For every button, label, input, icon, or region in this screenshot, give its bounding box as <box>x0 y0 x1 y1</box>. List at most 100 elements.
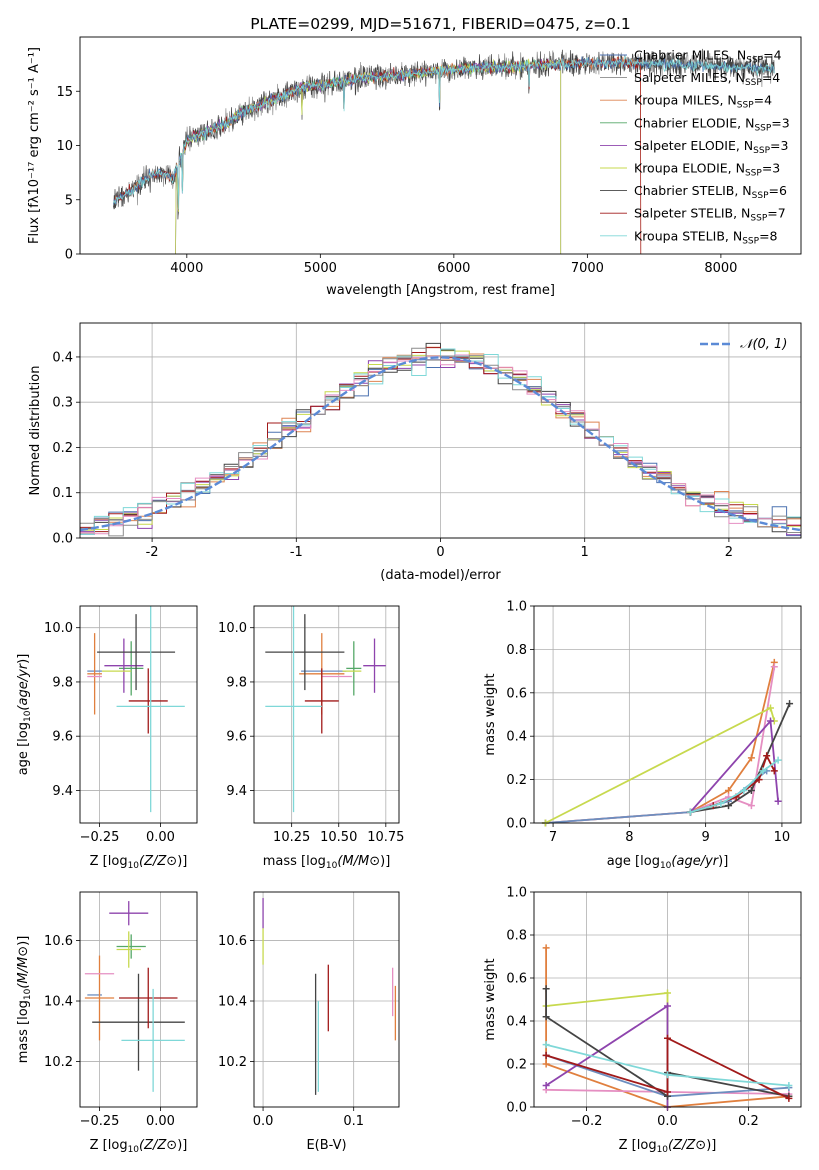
axes-frame <box>533 605 802 824</box>
legend-entry: Kroupa MILES, NSSP=4 <box>634 93 772 111</box>
spectrum-line <box>113 55 775 210</box>
normal-curve <box>80 356 801 532</box>
x-tick-label: 10.50 <box>320 830 357 845</box>
y-tick-label: 5 <box>65 193 73 208</box>
label-italic: (age/yr <box>16 662 31 710</box>
spectrum-line <box>175 58 562 254</box>
y-tick-label: 10 <box>56 139 73 154</box>
label-italic: (M/M <box>16 957 31 989</box>
legend-entry: 𝒩(0, 1) <box>740 337 787 352</box>
y-tick-label: 1.0 <box>506 600 527 615</box>
weight-marker <box>542 985 550 993</box>
label-italic: (Z/Z <box>139 854 167 869</box>
label-part: mass [log <box>16 1000 31 1063</box>
x-tick-label: −0.25 <box>80 830 120 845</box>
weight-marker <box>542 1013 550 1021</box>
label-part: Z [log <box>619 1138 657 1153</box>
x-tick-label: 0.00 <box>146 830 175 845</box>
x-tick-label: 4000 <box>170 261 203 276</box>
label-italic: (Z/Z <box>139 1138 167 1153</box>
legend-sub: SSP <box>754 123 771 133</box>
label-part: age [log <box>607 854 660 869</box>
weight-marker <box>766 717 774 725</box>
panel-spectrum: 4000 5000 6000 7000 8000 0 5 10 15 PLATE=0299, MJ… <box>27 15 802 298</box>
weight-marker <box>725 786 733 794</box>
weight-marker <box>759 767 767 775</box>
weight-marker <box>542 1041 550 1049</box>
legend-sub: SSP <box>745 169 762 179</box>
y-tick-label: 0.4 <box>52 350 73 365</box>
x-tick-label: 8000 <box>704 261 737 276</box>
weight-line <box>545 1036 790 1100</box>
x-axis-label: wavelength [Angstrom, rest frame] <box>326 283 555 298</box>
axes-frame <box>79 605 198 824</box>
y-tick-label: 10.6 <box>44 934 73 949</box>
x-tick-label: 0.2 <box>738 1114 759 1129</box>
y-tick-label: 0.0 <box>506 1101 527 1116</box>
y-tick-label: 10.4 <box>218 995 247 1010</box>
y-tick-label: 0.2 <box>506 1058 527 1073</box>
legend-rest: =7 <box>767 206 785 221</box>
weight-marker <box>542 1051 550 1059</box>
y-tick-label: 9.8 <box>226 675 247 690</box>
x-tick-label: 7000 <box>571 261 604 276</box>
panel-age-vs-Z: −0.25 0.009.49.69.810.0Z [log10(Z/Z⊙)]age… <box>16 605 198 871</box>
y-tick-label: 9.8 <box>52 675 73 690</box>
x-tick-label: 0.0 <box>657 1114 678 1129</box>
weight-line <box>544 706 776 824</box>
y-tick-label: 10.4 <box>44 995 73 1010</box>
x-tick-label: 0 <box>436 545 444 560</box>
axis-label: Z [log10(Z/Z⊙)] <box>90 1138 188 1155</box>
label-part: )] <box>16 654 31 664</box>
legend-entry: Kroupa STELIB, NSSP=8 <box>634 228 778 246</box>
x-tick-label: 8 <box>625 830 633 845</box>
y-tick-label: 10.2 <box>218 1055 247 1070</box>
weight-marker <box>766 704 774 712</box>
y-tick-label: 0.4 <box>506 1015 527 1030</box>
x-tick-label: -1 <box>290 545 303 560</box>
weight-line <box>545 666 776 824</box>
y-tick-label: 15 <box>56 85 73 100</box>
x-tick-label: 0.0 <box>253 1114 274 1129</box>
panel-mass-weight-vs-age: 7 8 9 10 0.0 0.2 0.4 0.6 0.8 1.0 mass weight age [l… <box>483 600 802 871</box>
legend-sub: SSP <box>750 214 767 224</box>
label-sub: 10 <box>128 1145 140 1155</box>
axis-label: age [log10(age/yr)] <box>16 654 33 776</box>
y-tick-label: 0.4 <box>506 730 527 745</box>
y-tick-label: 0.6 <box>506 972 527 987</box>
x-tick-label: 9 <box>702 830 710 845</box>
legend-entry: Chabrier ELODIE, NSSP=3 <box>634 115 790 133</box>
axes-frame <box>533 891 802 1108</box>
y-tick-label: 0.3 <box>52 396 73 411</box>
legend-rest: =4 <box>762 70 780 85</box>
axis-label: Z [log10(Z/Z⊙)] <box>619 1138 717 1155</box>
weight-marker <box>774 756 782 764</box>
axes-frame <box>253 891 400 1108</box>
chart-title: PLATE=0299, MJD=51671, FIBERID=0475, z=0… <box>250 15 631 33</box>
x-tick-label: 10.25 <box>273 830 310 845</box>
y-tick-label: 10.0 <box>44 621 73 636</box>
weight-marker <box>664 1002 671 1010</box>
weight-marker <box>747 802 755 810</box>
label-part: Z [log <box>90 1138 128 1153</box>
legend-entry: Salpeter STELIB, NSSP=7 <box>634 206 786 224</box>
y-tick-label: 0.0 <box>506 817 527 832</box>
y-axis-label: Flux [fλ10⁻¹⁷ erg cm⁻² s⁻¹ A⁻¹] <box>27 47 42 244</box>
weight-marker <box>755 776 763 784</box>
x-tick-label: 10 <box>774 830 791 845</box>
legend-sub: SSP <box>753 146 770 156</box>
x-tick-label: 5000 <box>304 261 337 276</box>
y-tick-label: 0.2 <box>52 441 73 456</box>
x-axis-label: E(B-V) <box>306 1138 346 1153</box>
weight-marker <box>770 663 778 671</box>
weight-marker <box>747 754 755 762</box>
weight-marker <box>763 752 771 760</box>
y-tick-label: 0.8 <box>506 929 527 944</box>
y-tick-label: 0.0 <box>52 532 73 547</box>
y-tick-label: 9.4 <box>52 784 73 799</box>
legend-sub: SSP <box>745 78 762 88</box>
label-part: ⊙)] <box>695 1138 716 1153</box>
label-sub: 10 <box>23 988 33 1000</box>
x-tick-label: 10.75 <box>367 830 404 845</box>
